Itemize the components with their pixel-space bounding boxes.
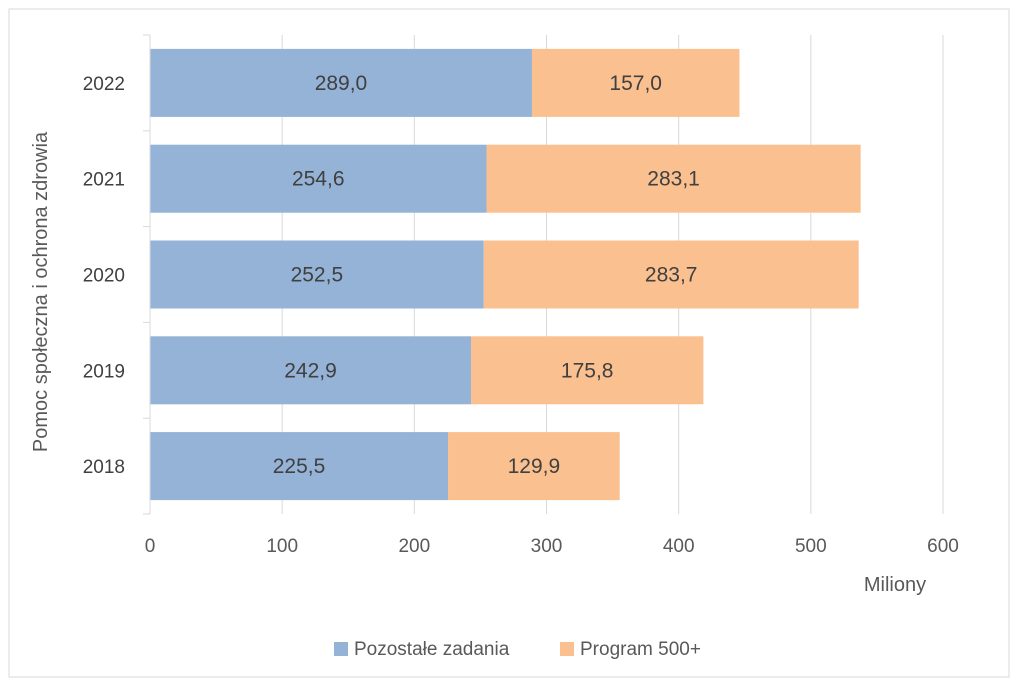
y-axis-title: Pomoc społeczna i ochrona zdrowia bbox=[30, 131, 52, 452]
x-tick-label: 500 bbox=[795, 536, 827, 557]
bar-segment bbox=[150, 432, 449, 501]
bar-segment bbox=[150, 48, 532, 117]
data-label: 129,9 bbox=[508, 455, 561, 478]
x-tick-label: 200 bbox=[398, 536, 430, 557]
x-tick-label: 0 bbox=[145, 536, 156, 557]
data-label: 157,0 bbox=[609, 72, 662, 95]
bar-segment bbox=[150, 144, 487, 213]
bar-segment bbox=[448, 432, 620, 501]
x-axis-title: Miliony bbox=[864, 574, 926, 596]
x-tick-label: 400 bbox=[663, 536, 695, 557]
data-label: 225,5 bbox=[273, 455, 326, 478]
category-label: 2020 bbox=[83, 266, 125, 287]
axes-layer bbox=[143, 34, 151, 515]
legend: Pozostałe zadania Program 500+ bbox=[334, 639, 701, 660]
bar-segment bbox=[150, 336, 472, 405]
legend-swatch bbox=[560, 642, 574, 656]
bar-segment bbox=[471, 336, 704, 405]
x-tick-label: 600 bbox=[927, 536, 959, 557]
bar-segment bbox=[486, 144, 861, 213]
bar-segment bbox=[483, 240, 859, 309]
labels-layer: 0 100 200 300 400 500 600 289,0 157,0 2022 254,6 28… bbox=[83, 72, 959, 557]
data-label: 175,8 bbox=[561, 359, 614, 382]
data-label: 289,0 bbox=[315, 72, 368, 95]
bars-layer bbox=[150, 48, 861, 501]
data-label: 252,5 bbox=[291, 264, 344, 287]
legend-label: Pozostałe zadania bbox=[354, 639, 510, 660]
category-label: 2021 bbox=[83, 170, 125, 191]
data-label: 283,7 bbox=[645, 264, 698, 287]
data-label: 283,1 bbox=[647, 168, 700, 191]
x-tick-label: 100 bbox=[266, 536, 298, 557]
category-label: 2022 bbox=[83, 74, 125, 95]
bar-segment bbox=[531, 48, 740, 117]
category-label: 2019 bbox=[83, 361, 125, 382]
data-label: 242,9 bbox=[284, 359, 337, 382]
legend-swatch bbox=[334, 642, 348, 656]
data-label: 254,6 bbox=[292, 168, 345, 191]
bar-segment bbox=[150, 240, 484, 309]
legend-label: Program 500+ bbox=[580, 639, 701, 660]
category-label: 2018 bbox=[83, 457, 125, 478]
x-tick-label: 300 bbox=[531, 536, 563, 557]
